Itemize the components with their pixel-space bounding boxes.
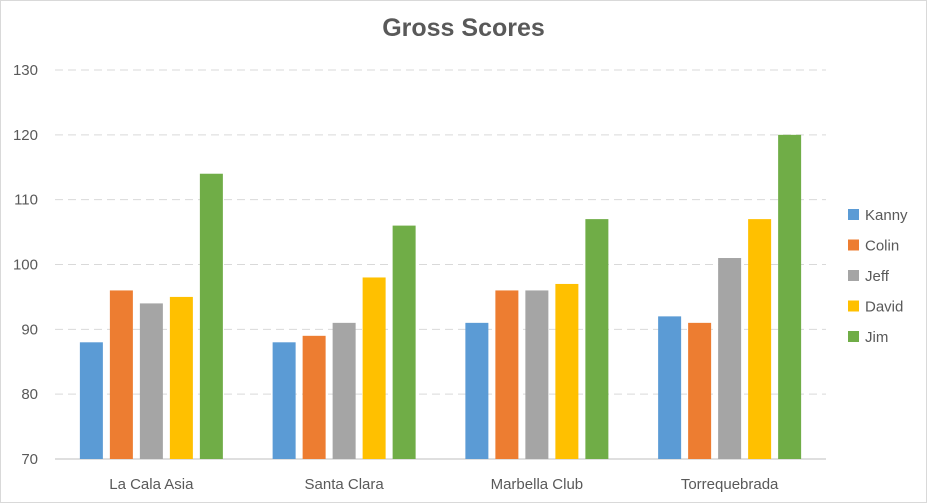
y-tick-label: 110 [14, 192, 38, 209]
bar-kanny [79, 342, 103, 459]
chart-title: Gross Scores [382, 14, 545, 42]
bar-jim [199, 173, 223, 459]
y-tick-label: 70 [21, 451, 38, 468]
y-tick-label: 80 [21, 386, 38, 403]
x-tick-label: Marbella Club [491, 476, 584, 493]
x-tick-label: Santa Clara [305, 476, 385, 493]
bar-colin [109, 290, 133, 459]
y-tick-label: 130 [13, 62, 38, 79]
legend-label: Jeff [865, 268, 890, 285]
bar-colin [688, 322, 712, 459]
bar-colin [302, 335, 326, 459]
legend-label: Colin [865, 238, 899, 255]
bar-david [748, 219, 772, 459]
legend-label: Jim [865, 329, 888, 346]
bar-david [555, 283, 579, 459]
bar-david [169, 296, 193, 459]
bar-jim [585, 219, 609, 459]
bar-jeff [718, 258, 742, 459]
y-tick-label: 100 [13, 257, 38, 274]
bar-kanny [272, 342, 296, 459]
bar-david [362, 277, 386, 459]
legend-label: Kanny [865, 207, 908, 224]
bar-kanny [465, 322, 489, 459]
legend-label: David [865, 299, 903, 316]
bar-jeff [525, 290, 549, 459]
x-tick-label: La Cala Asia [109, 476, 194, 493]
bar-kanny [658, 316, 682, 459]
legend-swatch [848, 239, 859, 251]
legend-swatch [848, 300, 859, 312]
legend-swatch [848, 331, 859, 342]
legend-swatch [848, 270, 859, 281]
bar-jim [392, 225, 416, 459]
y-tick-label: 90 [21, 321, 38, 338]
bar-jeff [332, 322, 356, 459]
bar-jim [778, 134, 802, 460]
x-tick-label: Torrequebrada [681, 476, 779, 493]
bar-jeff [139, 303, 163, 459]
legend-swatch [848, 209, 859, 220]
bar-colin [495, 290, 519, 459]
y-tick-label: 120 [13, 127, 38, 144]
